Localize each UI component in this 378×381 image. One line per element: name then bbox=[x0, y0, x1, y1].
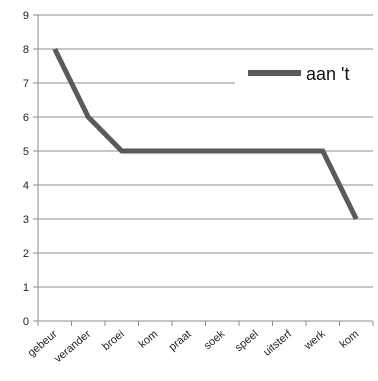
y-tick-label: 3 bbox=[23, 214, 29, 226]
x-tick-label: praat bbox=[167, 328, 194, 353]
legend-label: aan 't bbox=[306, 64, 349, 84]
y-tick-label: 4 bbox=[23, 180, 29, 192]
x-tick-label: speel bbox=[233, 328, 261, 354]
y-tick-label: 9 bbox=[23, 10, 29, 22]
axes bbox=[33, 14, 374, 326]
y-tick-label: 7 bbox=[23, 78, 29, 90]
legend: aan 't bbox=[235, 52, 378, 96]
y-tick-label: 0 bbox=[23, 316, 29, 328]
y-tick-label: 8 bbox=[23, 44, 29, 56]
series bbox=[52, 47, 359, 221]
x-tick-label: uitsterf bbox=[261, 328, 295, 359]
x-tick-label: werk bbox=[301, 328, 328, 353]
y-tick-label: 2 bbox=[23, 248, 29, 260]
y-tick-labels: 0 1 2 3 4 5 6 7 8 9 bbox=[23, 10, 29, 328]
x-tick-label: verander bbox=[52, 328, 93, 365]
y-tick-label: 5 bbox=[23, 146, 29, 158]
x-tick-label: soek bbox=[202, 328, 228, 352]
x-tick-label: kom bbox=[137, 328, 161, 351]
x-tick-label: broei bbox=[100, 328, 126, 353]
y-tick-label: 6 bbox=[23, 112, 29, 124]
series-line bbox=[52, 47, 359, 221]
x-tick-label: kom bbox=[338, 328, 362, 351]
y-tick-label: 1 bbox=[23, 282, 29, 294]
